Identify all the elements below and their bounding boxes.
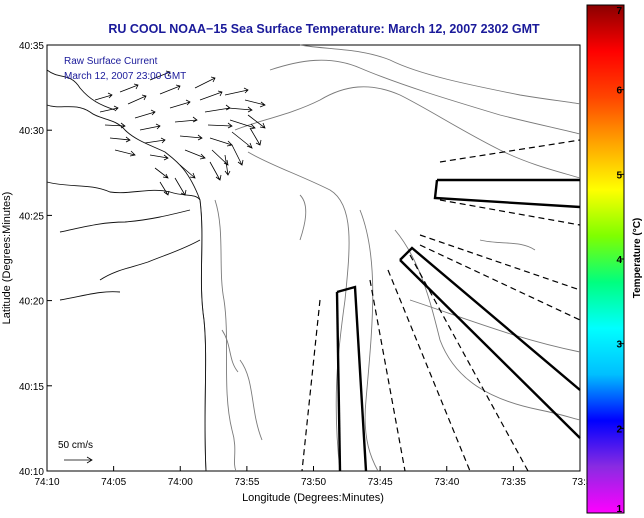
scale-label: 50 cm/s — [58, 440, 93, 451]
y-tick-label: 40:15 — [19, 382, 44, 393]
annotation-line-1: Raw Surface Current — [64, 56, 158, 67]
colorbar-tick-label: 7 — [616, 6, 622, 17]
colorbar-tick-label: 6 — [616, 86, 622, 97]
bathymetry-contours — [199, 44, 581, 472]
surface-current-vectors — [94, 70, 266, 196]
plot-frame — [46, 44, 581, 472]
x-tick-label: 73:3 — [572, 477, 592, 488]
x-axis-label: Longitude (Degrees:Minutes) — [242, 492, 384, 504]
x-tick-label: 73:40 — [434, 477, 459, 488]
colorbar-tick-label: 4 — [616, 255, 622, 266]
x-tick-label: 73:35 — [501, 477, 526, 488]
y-tick-label: 40:25 — [19, 211, 44, 222]
x-axis-ticks: 74:10 74:05 74:00 73:55 73:50 73:45 73:40 73:35… — [34, 466, 592, 488]
chart-title: RU COOL NOAA−15 Sea Surface Temperature:… — [108, 22, 540, 36]
x-tick-label: 73:50 — [301, 477, 326, 488]
colorbar-tick-label: 1 — [616, 504, 622, 515]
colorbar-ticks: 1 2 3 4 5 6 7 — [616, 4, 624, 515]
y-tick-label: 40:20 — [19, 297, 44, 308]
colorbar-tick-label: 3 — [616, 340, 622, 351]
x-tick-label: 74:10 — [34, 477, 59, 488]
y-axis-label: Latitude (Degrees:Minutes) — [1, 192, 13, 325]
colorbar-label: Temperature (°C) — [632, 218, 643, 299]
sampling-boxes — [335, 178, 581, 472]
x-tick-label: 73:45 — [368, 477, 393, 488]
y-tick-label: 40:35 — [19, 41, 44, 52]
x-tick-label: 74:00 — [168, 477, 193, 488]
x-tick-label: 74:05 — [101, 477, 126, 488]
x-tick-label: 73:55 — [234, 477, 259, 488]
annotation-line-2: March 12, 2007 23:00 GMT — [64, 71, 186, 82]
y-tick-label: 40:30 — [19, 126, 44, 137]
scale-arrow — [64, 456, 93, 464]
colorbar-tick-label: 5 — [616, 170, 622, 181]
coastline — [46, 69, 207, 472]
y-axis-ticks: 40:10 40:15 40:20 40:25 40:30 40:35 — [19, 41, 52, 478]
colorbar-tick-label: 2 — [616, 424, 622, 435]
y-tick-label: 40:10 — [19, 467, 44, 478]
sampling-wedge-lines — [301, 139, 581, 472]
